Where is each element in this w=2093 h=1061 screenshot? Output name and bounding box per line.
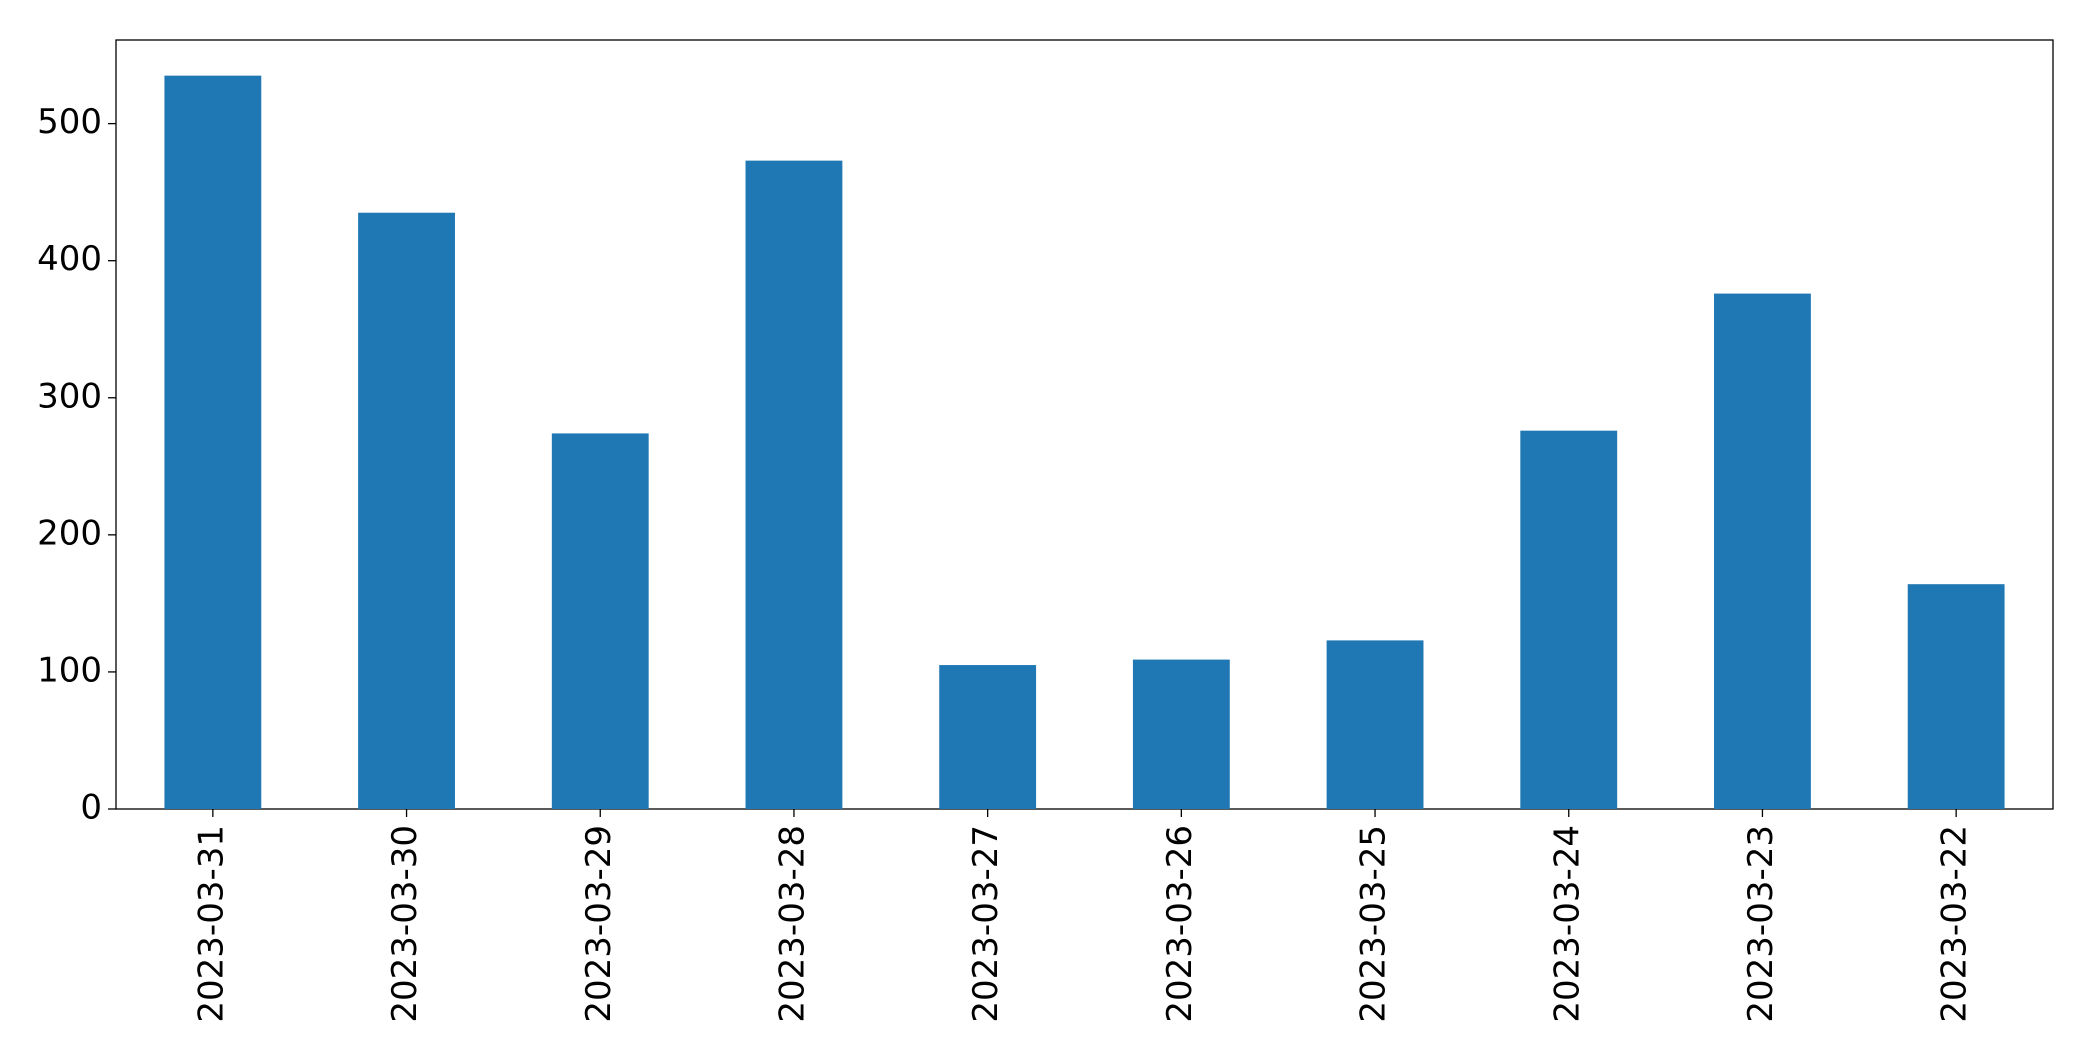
bar bbox=[1907, 584, 2005, 809]
bar bbox=[939, 665, 1037, 809]
x-tick-label: 2023-03-22 bbox=[1935, 825, 1975, 1023]
x-tick-label: 2023-03-31 bbox=[191, 825, 231, 1023]
x-tick-label: 2023-03-24 bbox=[1547, 825, 1587, 1023]
bar bbox=[1520, 430, 1618, 809]
y-tick-label: 0 bbox=[80, 788, 102, 828]
y-tick-label: 300 bbox=[37, 376, 102, 416]
x-tick-label: 2023-03-23 bbox=[1741, 825, 1781, 1023]
bar bbox=[1714, 293, 1811, 809]
bar bbox=[745, 160, 843, 810]
y-tick-label: 500 bbox=[37, 102, 102, 142]
bar bbox=[1132, 659, 1230, 809]
x-tick-label: 2023-03-27 bbox=[966, 825, 1006, 1023]
x-tick-label: 2023-03-28 bbox=[772, 825, 812, 1023]
bar bbox=[358, 212, 455, 810]
x-tick-label: 2023-03-26 bbox=[1160, 825, 1200, 1023]
y-tick-label: 200 bbox=[37, 513, 102, 553]
y-tick-label: 400 bbox=[37, 239, 102, 279]
bar bbox=[1326, 640, 1424, 809]
x-tick-label: 2023-03-25 bbox=[1354, 825, 1394, 1023]
bar bbox=[164, 75, 262, 809]
plot-frame bbox=[115, 39, 2054, 810]
bar bbox=[551, 433, 649, 809]
x-tick-label: 2023-03-29 bbox=[579, 825, 619, 1023]
x-tick-label: 2023-03-30 bbox=[385, 825, 425, 1023]
y-tick-label: 100 bbox=[37, 650, 102, 690]
